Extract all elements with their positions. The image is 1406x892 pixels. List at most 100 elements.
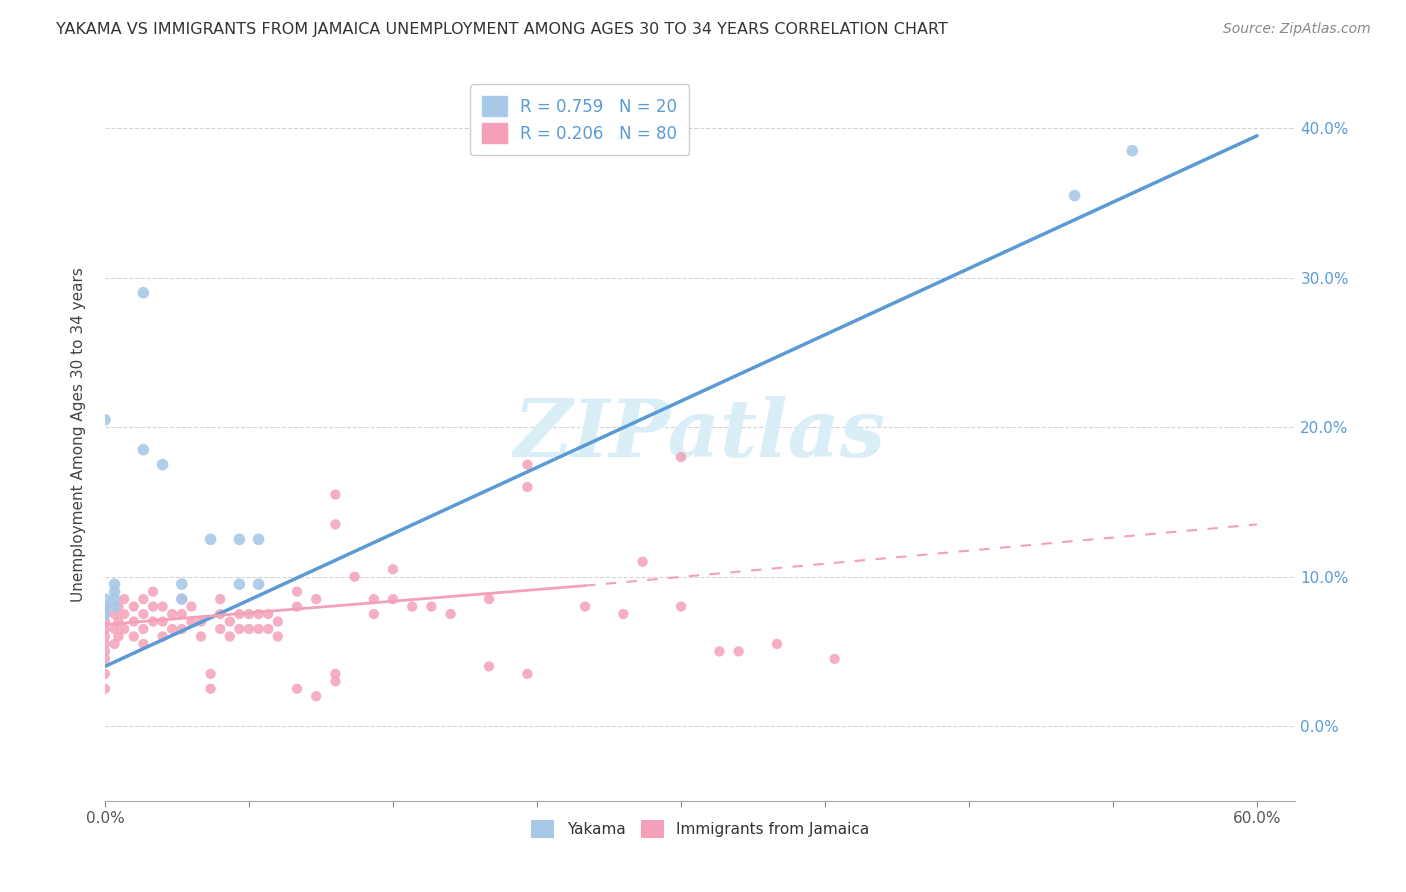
Point	[170, 592, 193, 607]
Point	[516, 666, 538, 681]
Point	[122, 599, 145, 614]
Point	[420, 599, 443, 614]
Point	[94, 599, 117, 614]
Point	[209, 622, 232, 636]
Point	[94, 599, 117, 614]
Point	[824, 652, 846, 666]
Point	[228, 607, 250, 621]
Point	[267, 630, 290, 644]
Point	[94, 607, 117, 621]
Point	[152, 458, 174, 472]
Point	[200, 533, 222, 547]
Point	[247, 577, 270, 591]
Point	[122, 630, 145, 644]
Point	[180, 599, 202, 614]
Point	[363, 592, 385, 607]
Point	[104, 577, 127, 591]
Point	[401, 599, 423, 614]
Text: Source: ZipAtlas.com: Source: ZipAtlas.com	[1223, 22, 1371, 37]
Point	[132, 592, 155, 607]
Point	[669, 599, 692, 614]
Point	[94, 652, 117, 666]
Point	[94, 644, 117, 658]
Point	[94, 607, 117, 621]
Point	[104, 599, 127, 614]
Point	[107, 615, 129, 629]
Point	[631, 555, 654, 569]
Point	[94, 413, 117, 427]
Point	[766, 637, 789, 651]
Point	[669, 450, 692, 464]
Point	[200, 681, 222, 696]
Point	[285, 681, 308, 696]
Point	[170, 577, 193, 591]
Point	[247, 622, 270, 636]
Point	[152, 630, 174, 644]
Point	[209, 592, 232, 607]
Point	[132, 285, 155, 300]
Point	[170, 622, 193, 636]
Text: ZIPatlas: ZIPatlas	[515, 396, 886, 474]
Point	[107, 630, 129, 644]
Point	[218, 630, 240, 644]
Point	[104, 637, 127, 651]
Point	[160, 622, 183, 636]
Point	[132, 637, 155, 651]
Point	[285, 584, 308, 599]
Text: YAKAMA VS IMMIGRANTS FROM JAMAICA UNEMPLOYMENT AMONG AGES 30 TO 34 YEARS CORRELA: YAKAMA VS IMMIGRANTS FROM JAMAICA UNEMPL…	[56, 22, 948, 37]
Point	[267, 615, 290, 629]
Point	[132, 622, 155, 636]
Point	[478, 592, 501, 607]
Point	[104, 622, 127, 636]
Point	[343, 570, 366, 584]
Point	[247, 607, 270, 621]
Y-axis label: Unemployment Among Ages 30 to 34 years: Unemployment Among Ages 30 to 34 years	[72, 268, 86, 602]
Point	[325, 674, 347, 689]
Point	[574, 599, 596, 614]
Point	[152, 599, 174, 614]
Point	[160, 607, 183, 621]
Point	[516, 458, 538, 472]
Point	[305, 690, 328, 704]
Point	[478, 659, 501, 673]
Point	[238, 622, 260, 636]
Point	[382, 562, 405, 576]
Point	[382, 592, 405, 607]
Point	[94, 622, 117, 636]
Point	[122, 615, 145, 629]
Point	[170, 607, 193, 621]
Point	[104, 607, 127, 621]
Point	[709, 644, 731, 658]
Point	[247, 533, 270, 547]
Point	[209, 607, 232, 621]
Point	[727, 644, 749, 658]
Point	[612, 607, 634, 621]
Point	[94, 630, 117, 644]
Point	[94, 637, 117, 651]
Point	[142, 615, 165, 629]
Point	[516, 480, 538, 494]
Point	[257, 607, 280, 621]
Point	[228, 622, 250, 636]
Point	[325, 517, 347, 532]
Point	[94, 615, 117, 629]
Point	[439, 607, 461, 621]
Point	[152, 615, 174, 629]
Point	[107, 599, 129, 614]
Point	[112, 622, 135, 636]
Point	[325, 666, 347, 681]
Point	[200, 666, 222, 681]
Point	[94, 592, 117, 607]
Point	[1063, 188, 1085, 202]
Point	[142, 599, 165, 614]
Point	[305, 592, 328, 607]
Point	[180, 615, 202, 629]
Point	[228, 577, 250, 591]
Point	[238, 607, 260, 621]
Point	[112, 607, 135, 621]
Point	[94, 666, 117, 681]
Point	[112, 592, 135, 607]
Point	[132, 442, 155, 457]
Point	[1121, 144, 1143, 158]
Point	[218, 615, 240, 629]
